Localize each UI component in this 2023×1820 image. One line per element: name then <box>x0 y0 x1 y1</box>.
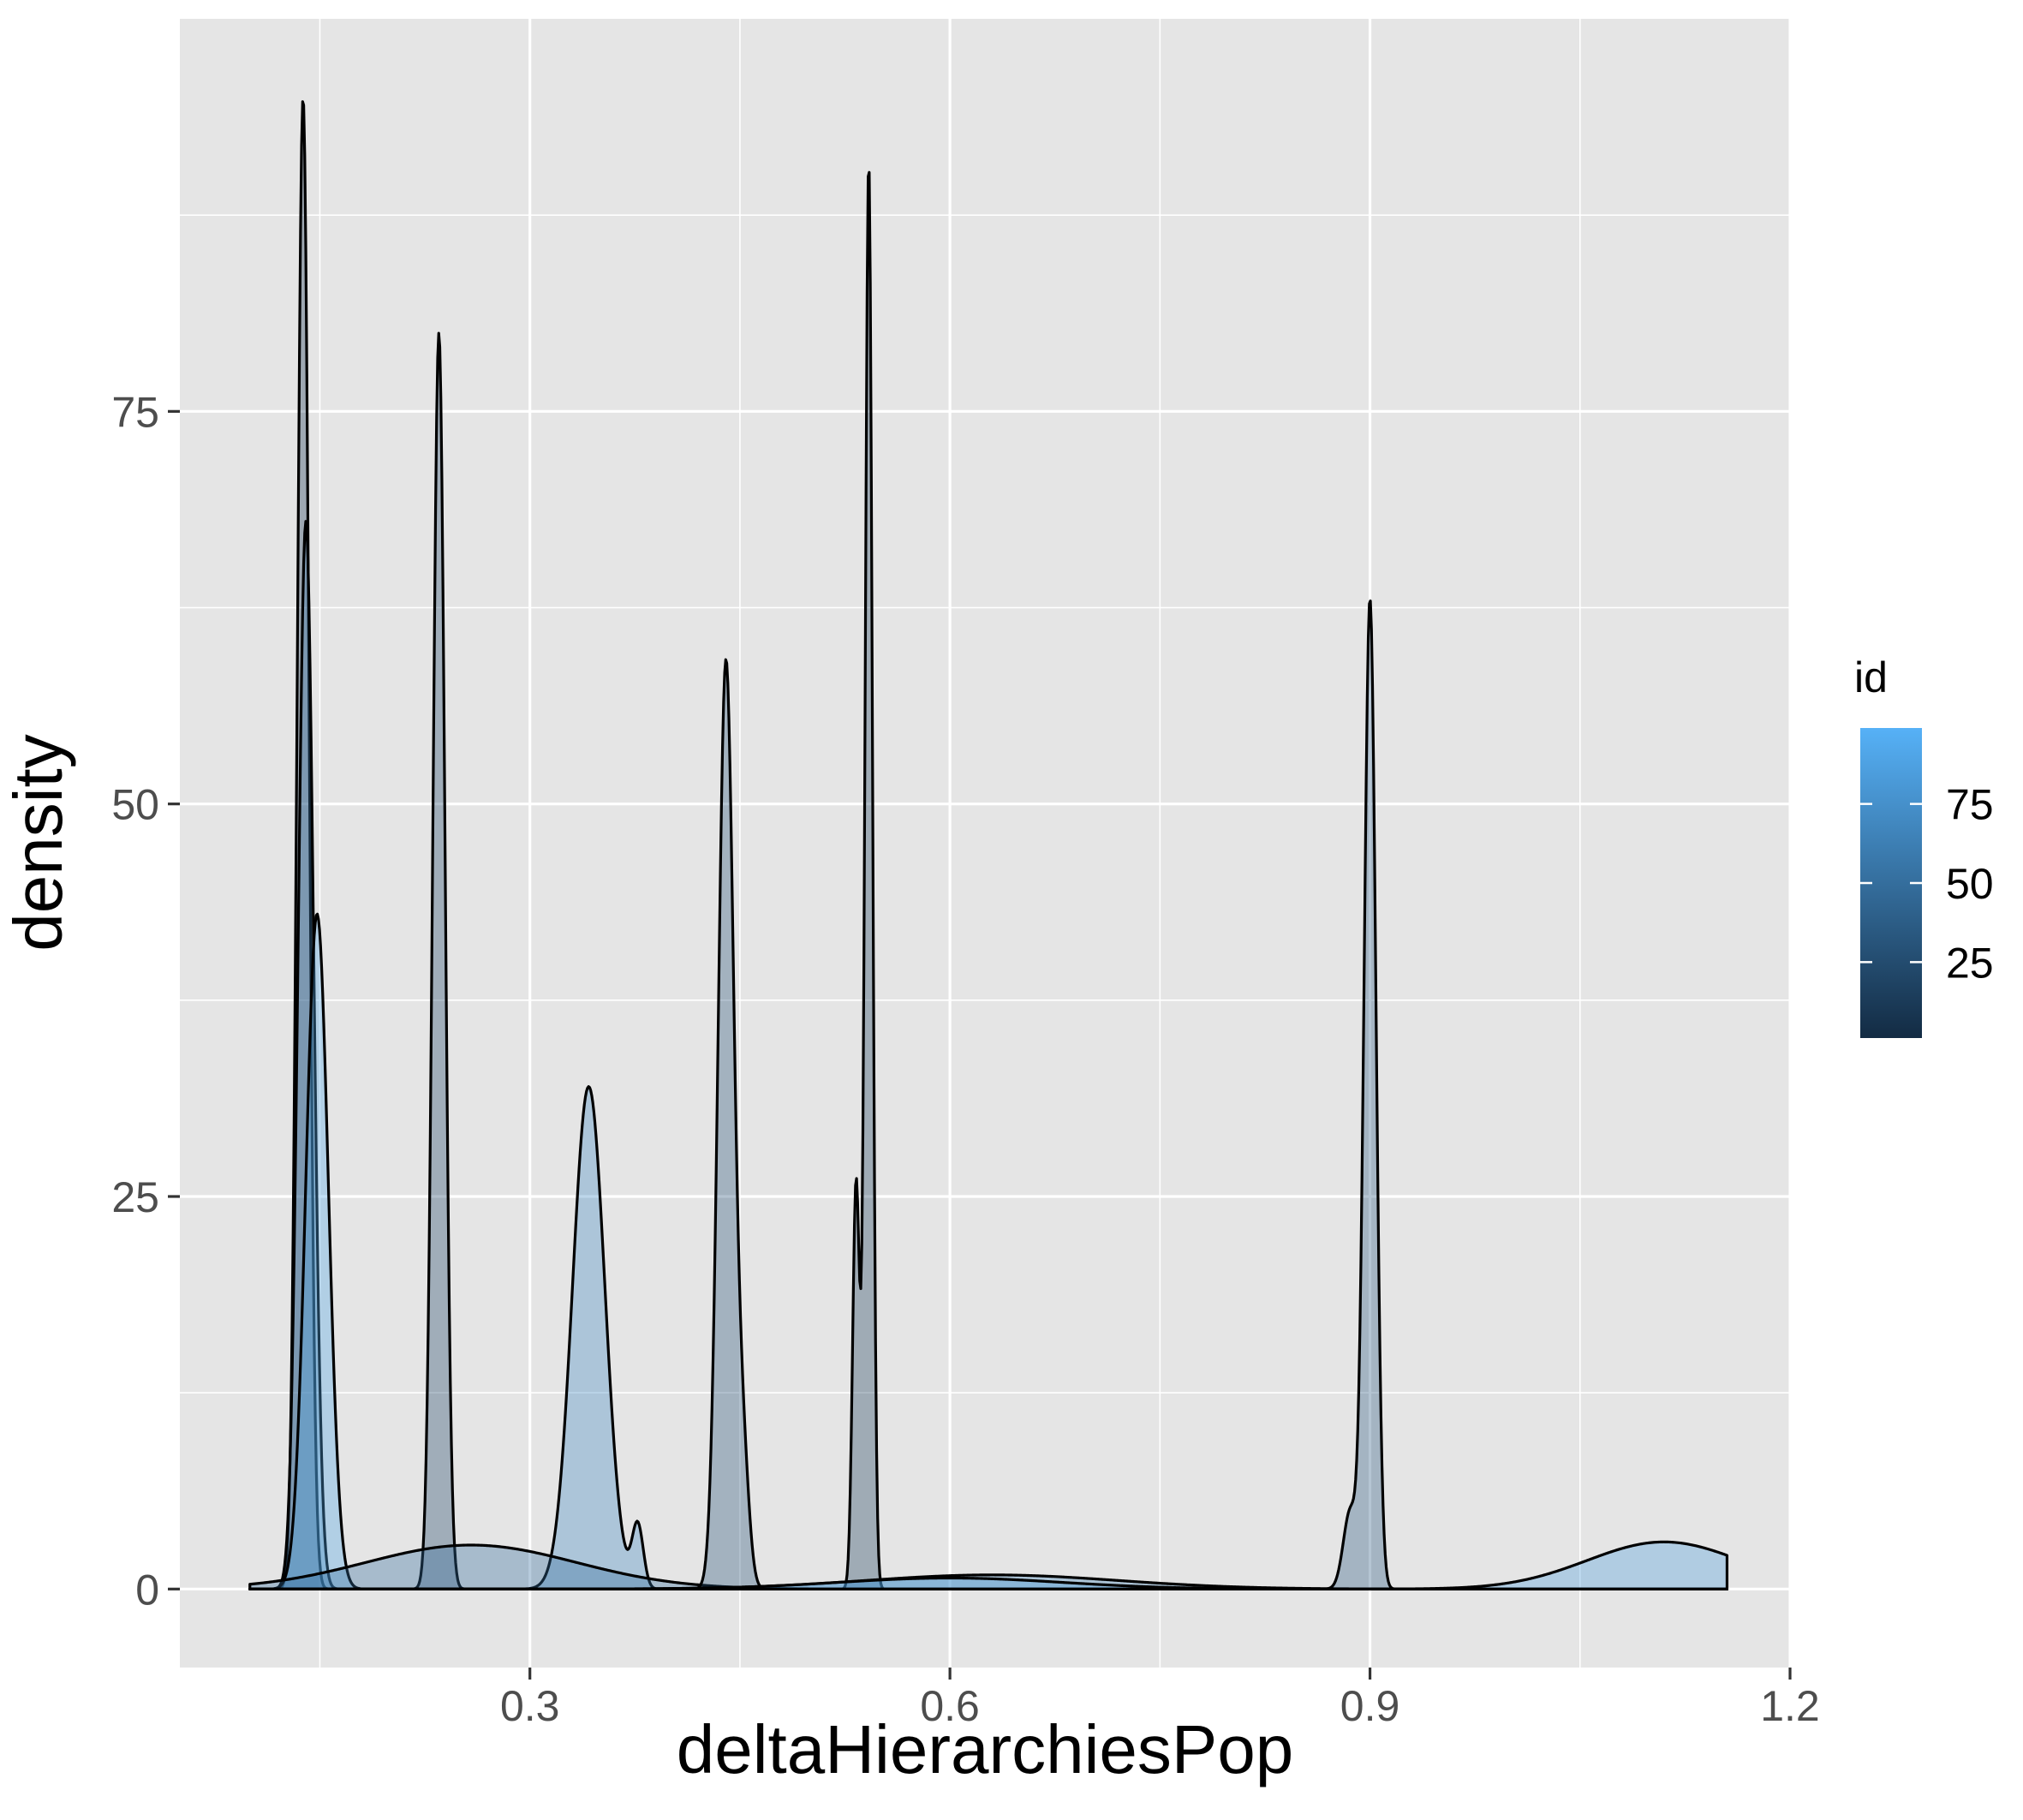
legend-tick-label: 75 <box>1946 781 1994 829</box>
x-tick-label: 1.2 <box>1760 1682 1820 1730</box>
x-tick-label: 0.3 <box>500 1682 560 1730</box>
density-series-85 <box>248 1540 1729 1590</box>
legend-tick-label: 25 <box>1946 939 1994 987</box>
y-tick-label: 75 <box>111 388 159 436</box>
y-tick-label: 0 <box>135 1566 159 1614</box>
legend-ticks: 25 50 75 <box>1860 781 1994 987</box>
x-axis: 0.3 0.6 0.9 1.2 <box>500 1668 1820 1730</box>
x-tick-label: 0.9 <box>1340 1682 1400 1730</box>
plot-panel <box>180 19 1790 1668</box>
x-axis-title: deltaHierarchiesPop <box>677 1711 1293 1787</box>
grid-minor <box>180 19 1790 1668</box>
density-series <box>248 100 1729 1590</box>
x-tick-label: 0.6 <box>920 1682 980 1730</box>
color-legend: id 25 50 75 <box>1854 653 1994 1038</box>
y-axis: 0 25 50 75 <box>111 388 180 1614</box>
y-tick-label: 50 <box>111 781 159 829</box>
legend-tick-label: 50 <box>1946 860 1994 908</box>
legend-title: id <box>1854 653 1888 701</box>
y-axis-title: density <box>0 734 76 951</box>
y-tick-label: 25 <box>111 1173 159 1221</box>
